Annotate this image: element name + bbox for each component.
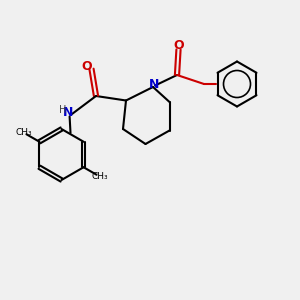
Text: O: O	[82, 59, 92, 73]
Text: CH₃: CH₃	[15, 128, 32, 137]
Text: H: H	[59, 105, 66, 116]
Text: N: N	[149, 78, 160, 91]
Text: N: N	[63, 106, 74, 119]
Text: CH₃: CH₃	[91, 172, 108, 181]
Text: O: O	[173, 39, 184, 52]
